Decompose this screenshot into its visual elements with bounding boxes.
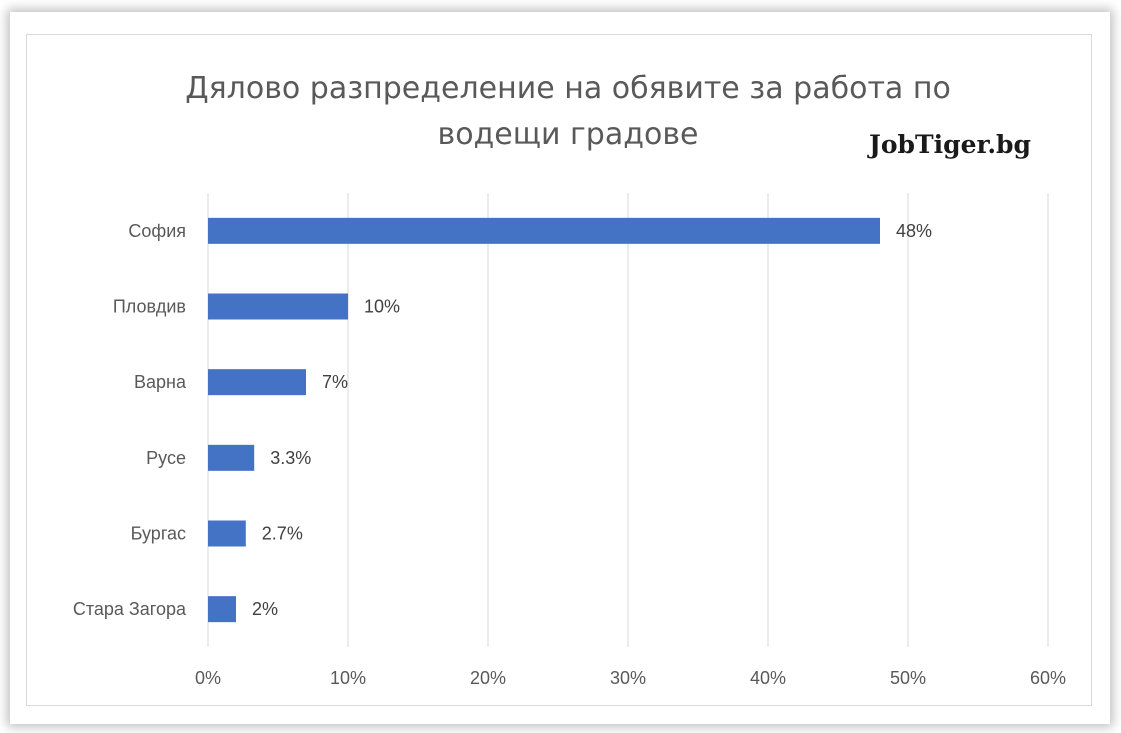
- data-label: 3.3%: [270, 448, 311, 468]
- data-label: 2.7%: [262, 524, 303, 544]
- bar: [208, 596, 236, 623]
- x-tick-label: 30%: [610, 668, 646, 688]
- x-tick-label: 60%: [1030, 668, 1066, 688]
- x-tick-label: 40%: [750, 668, 786, 688]
- x-tick-label: 0%: [195, 668, 221, 688]
- x-tick-label: 10%: [330, 668, 366, 688]
- data-label: 7%: [322, 372, 348, 392]
- chart-title-line-2: водещи градове: [437, 117, 699, 152]
- bar: [208, 369, 306, 396]
- bars: [208, 217, 880, 623]
- gridlines: [207, 193, 1049, 647]
- category-label: Бургас: [131, 524, 186, 544]
- category-label: Варна: [134, 372, 187, 392]
- category-label: София: [128, 221, 186, 241]
- category-label: Стара Загора: [73, 599, 187, 619]
- data-label: 10%: [364, 297, 400, 317]
- chart-area: [26, 34, 1092, 706]
- x-tick-label: 50%: [890, 668, 926, 688]
- chart-title-line-1: Дялово разпределение на обявите за работ…: [185, 71, 951, 106]
- data-label: 2%: [252, 599, 278, 619]
- bar: [208, 217, 880, 244]
- bar: [208, 444, 255, 471]
- category-label: Русе: [146, 448, 186, 468]
- data-label: 48%: [896, 221, 932, 241]
- jobtiger-watermark: JobTiger.bg: [869, 130, 1032, 159]
- category-label: Пловдив: [113, 297, 186, 317]
- labels: 0% 10% 20% 30% 40% 50% 60% София 48% Пловдив 10% Ва…: [73, 221, 1066, 688]
- bar: [208, 520, 246, 547]
- bar: [208, 293, 348, 320]
- x-tick-label: 20%: [470, 668, 506, 688]
